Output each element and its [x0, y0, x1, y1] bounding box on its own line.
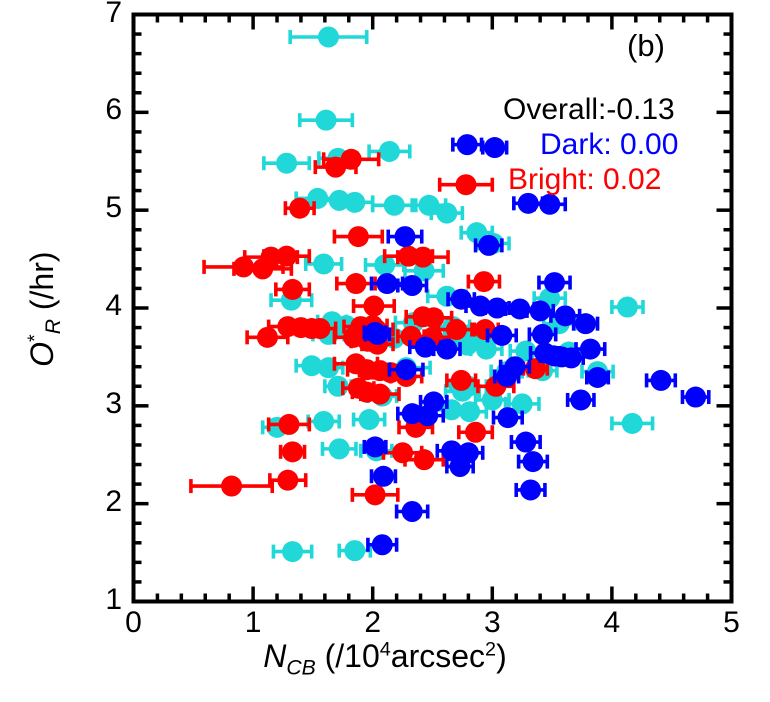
data-point	[680, 386, 711, 408]
data-point	[335, 273, 377, 295]
annotation-dark: Dark: 0.00	[540, 128, 679, 161]
data-point	[403, 260, 446, 282]
data-point	[320, 438, 358, 460]
data-point	[323, 375, 353, 397]
x-axis-title: NCB (/104arcsec2)	[263, 638, 507, 680]
data-point	[491, 407, 525, 429]
data-point	[445, 369, 478, 391]
data-point	[429, 202, 465, 224]
series-dark-blue	[362, 134, 711, 556]
data-point	[457, 421, 495, 443]
y-tick-label: 6	[105, 93, 122, 127]
data-point	[189, 475, 275, 497]
data-point	[537, 272, 572, 294]
series-bright-red	[189, 148, 550, 506]
y-tick-label: 4	[105, 289, 122, 322]
y-tick-label: 3	[105, 386, 122, 420]
data-point	[278, 441, 307, 463]
data-point	[509, 431, 542, 453]
data-point	[351, 409, 387, 431]
data-point	[386, 226, 424, 248]
data-point	[297, 109, 355, 131]
y-tick-label: 1	[105, 582, 122, 616]
data-point	[466, 271, 502, 293]
data-point	[445, 455, 475, 477]
y-tick-label: 5	[105, 191, 122, 225]
data-point	[302, 318, 338, 340]
data-point	[367, 140, 412, 162]
data-point	[431, 338, 462, 360]
data-point	[485, 324, 519, 346]
data-point	[565, 389, 596, 411]
data-point	[514, 479, 547, 501]
data-point	[451, 134, 484, 156]
data-point	[549, 305, 582, 327]
annotation-overall: Overall:-0.13	[503, 93, 675, 126]
data-point	[571, 313, 600, 335]
x-tick-label: 0	[125, 606, 142, 639]
data-point	[332, 226, 385, 248]
data-point	[610, 412, 655, 434]
data-point	[245, 326, 290, 348]
data-point	[303, 253, 344, 275]
data-point	[451, 401, 489, 423]
y-tick-label: 7	[105, 0, 122, 29]
panel-label: (b)	[627, 28, 665, 63]
data-point	[492, 365, 521, 387]
data-point	[527, 323, 558, 345]
y-tick-label: 2	[105, 484, 122, 518]
data-point	[232, 258, 294, 280]
data-point	[480, 137, 509, 159]
data-point	[369, 465, 398, 487]
data-point	[437, 174, 495, 196]
data-point	[337, 540, 373, 562]
data-point	[394, 500, 430, 522]
data-point	[288, 26, 369, 48]
data-point	[584, 366, 611, 388]
data-point	[610, 296, 645, 318]
data-point	[574, 338, 607, 360]
x-tick-label: 1	[244, 606, 262, 639]
data-point	[350, 484, 400, 506]
data-point	[387, 359, 425, 381]
data-point	[366, 534, 399, 556]
x-tick-label: 5	[723, 606, 740, 639]
data-point	[410, 405, 446, 427]
data-point	[266, 413, 312, 435]
data-point	[274, 278, 312, 300]
axis-ticks	[131, 12, 734, 604]
data-point	[516, 451, 550, 473]
data-point	[370, 194, 418, 216]
data-point	[403, 449, 446, 471]
data-point	[532, 193, 568, 215]
data-point	[268, 469, 308, 491]
data-point	[363, 323, 392, 345]
data-point	[396, 274, 429, 296]
x-tick-label: 2	[364, 606, 382, 639]
data-point	[313, 156, 358, 178]
data-point	[262, 152, 312, 174]
data-point	[351, 295, 397, 317]
data-point	[283, 197, 316, 219]
annotation-bright: Bright: 0.02	[508, 163, 662, 196]
data-point	[362, 436, 388, 458]
x-tick-label: 4	[603, 606, 621, 639]
y-axis-title: O*R (/hr)	[23, 251, 66, 367]
data-point	[358, 383, 401, 405]
data-point	[644, 369, 678, 391]
data-point	[476, 375, 516, 397]
data-point	[436, 319, 477, 341]
data-point	[396, 246, 450, 268]
data-point	[306, 410, 342, 432]
data-point	[271, 541, 314, 563]
data-point	[473, 234, 504, 256]
x-tick-label: 3	[483, 606, 501, 639]
